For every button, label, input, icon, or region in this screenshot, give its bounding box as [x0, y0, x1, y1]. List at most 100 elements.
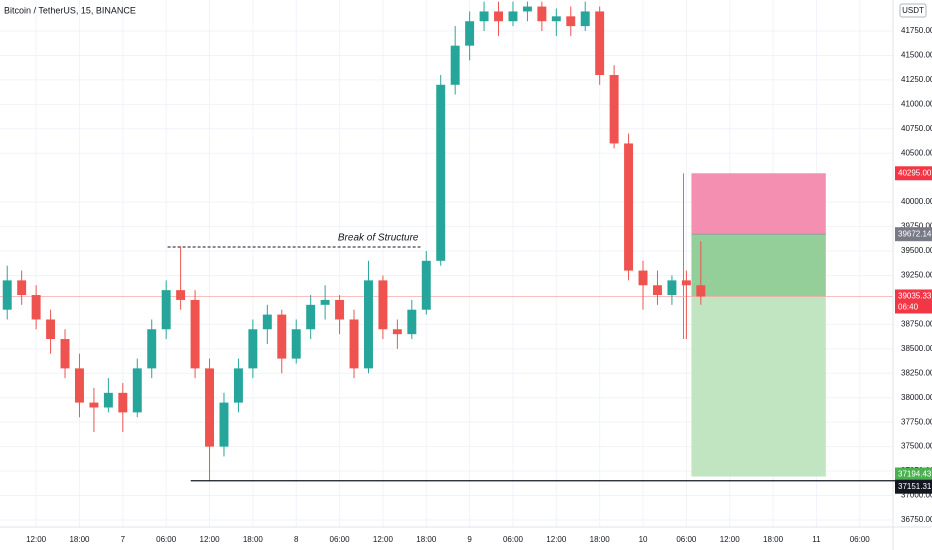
- price-tag: [895, 479, 932, 494]
- candle-body: [522, 6, 532, 12]
- price-tag-label: 37151.31: [898, 482, 932, 491]
- y-tick-label: 36750.00: [901, 515, 932, 524]
- y-tick-label: 41500.00: [901, 51, 932, 60]
- candle-body: [320, 299, 330, 305]
- candle-body: [624, 143, 634, 271]
- candle-body: [580, 11, 590, 27]
- candle-body: [262, 314, 272, 330]
- profit-zone: [691, 296, 826, 477]
- currency-box[interactable]: [899, 3, 927, 18]
- x-tick-label: 11: [812, 535, 821, 544]
- x-tick-label: 12:00: [26, 535, 47, 544]
- y-tick-label: 39750.00: [901, 222, 932, 231]
- candle-body: [407, 309, 417, 335]
- x-tick-label: 18:00: [69, 535, 90, 544]
- x-tick-label: 12:00: [546, 535, 567, 544]
- x-tick-label: 06:00: [676, 535, 697, 544]
- candle-body: [2, 280, 12, 310]
- y-tick-label: 37000.00: [901, 491, 932, 500]
- candle-body: [551, 16, 561, 22]
- y-tick-label: 39250.00: [901, 271, 932, 280]
- candle-body: [31, 295, 41, 320]
- candle-body: [132, 368, 142, 413]
- currency[interactable]: USDT: [902, 6, 924, 15]
- y-tick-label: 40000.00: [901, 197, 932, 206]
- price-tag-label: 40295.00: [898, 168, 932, 177]
- y-tick-label: 38500.00: [901, 344, 932, 353]
- x-tick-label: 9: [467, 535, 472, 544]
- y-tick-label: 40500.00: [901, 148, 932, 157]
- y-tick-label: 38250.00: [901, 368, 932, 377]
- y-tick-label: 40750.00: [901, 124, 932, 133]
- x-tick-label: 06:00: [156, 535, 177, 544]
- x-tick-label: 8: [294, 535, 299, 544]
- candle-body: [479, 11, 489, 22]
- y-tick-label: 37750.00: [901, 417, 932, 426]
- y-tick-label: 37500.00: [901, 442, 932, 451]
- chart-title: Bitcoin / TetherUS, 15, BINANCE: [4, 5, 136, 15]
- price-tag: [895, 227, 932, 242]
- candle-body: [60, 339, 70, 369]
- y-tick-label: 38750.00: [901, 319, 932, 328]
- x-tick-label: 7: [121, 535, 126, 544]
- candle-body: [436, 84, 446, 261]
- x-tick-label: 06:00: [503, 535, 524, 544]
- candle-body: [378, 280, 388, 330]
- y-tick-label: 41750.00: [901, 26, 932, 35]
- price-tag: [895, 467, 932, 482]
- price-tag-label: 39035.33: [898, 292, 932, 301]
- candle-body: [176, 290, 186, 300]
- candle-body: [17, 280, 27, 296]
- candle-body: [392, 329, 402, 335]
- candle-body: [681, 280, 691, 286]
- candle-body: [450, 45, 460, 85]
- x-tick-label: 06:00: [850, 535, 871, 544]
- candle-body: [190, 299, 200, 369]
- x-tick-label: 12:00: [200, 535, 221, 544]
- candle-body: [277, 314, 287, 359]
- price-tag-label: 39672.14: [898, 229, 932, 238]
- candle-body: [89, 402, 99, 408]
- candle-body: [147, 329, 157, 369]
- x-tick-label: 18:00: [590, 535, 611, 544]
- x-tick-label: 12:00: [373, 535, 394, 544]
- y-tick-label: 41250.00: [901, 75, 932, 84]
- candle-body: [363, 280, 373, 369]
- price-tag-label: 37194.43: [898, 470, 932, 479]
- stop-zone: [691, 173, 826, 235]
- x-tick-label: 18:00: [243, 535, 264, 544]
- candle-body: [161, 290, 171, 330]
- y-tick-label: 41000.00: [901, 99, 932, 108]
- candle-body: [595, 11, 605, 76]
- candle-body: [74, 368, 84, 403]
- y-tick-label: 38000.00: [901, 393, 932, 402]
- candle-body: [349, 319, 359, 369]
- x-tick-label: 06:00: [330, 535, 351, 544]
- profit-zone-filled: [691, 234, 826, 297]
- x-tick-label: 18:00: [416, 535, 437, 544]
- candle-body: [46, 319, 56, 340]
- candle-body: [494, 11, 503, 22]
- candle-body: [233, 368, 243, 403]
- countdown: 06:40: [898, 303, 919, 312]
- candle-body: [335, 299, 345, 320]
- candle-body: [205, 368, 215, 447]
- price-tag: [895, 289, 932, 314]
- candle-body: [291, 329, 301, 359]
- candle-body: [696, 285, 706, 297]
- candle-body: [118, 392, 128, 413]
- x-tick-label: 18:00: [763, 535, 784, 544]
- x-tick-label: 12:00: [720, 535, 741, 544]
- candle-body: [667, 280, 677, 296]
- y-tick-label: 39500.00: [901, 246, 932, 255]
- candle-body: [306, 304, 316, 330]
- candle-body: [219, 402, 229, 447]
- price-tag: [895, 166, 932, 181]
- x-tick-label: 10: [639, 535, 648, 544]
- candle-body: [638, 270, 648, 286]
- candle-body: [609, 75, 619, 144]
- candle-body: [508, 11, 518, 22]
- candle-body: [465, 21, 475, 46]
- candle-body: [652, 285, 662, 296]
